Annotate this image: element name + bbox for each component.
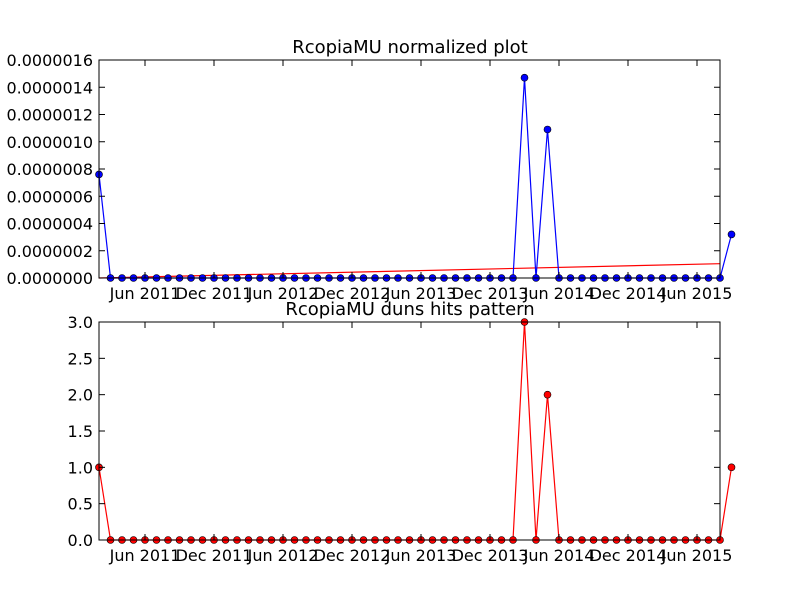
data-point bbox=[543, 390, 552, 399]
x-tick-label: Dec 2014 bbox=[590, 546, 667, 565]
y-tick-label: 2.5 bbox=[68, 349, 93, 368]
x-tick-label: Dec 2011 bbox=[176, 546, 253, 565]
y-tick-label: 0.0000012 bbox=[6, 106, 93, 125]
x-tick-label: Dec 2013 bbox=[452, 546, 529, 565]
y-tick-label: 0.0000010 bbox=[6, 133, 93, 152]
data-point bbox=[520, 73, 529, 82]
data-point bbox=[727, 463, 736, 472]
duns-hits-chart: RcopiaMU duns hits pattern 0.0 0.5 1.0 1.5 2… bbox=[68, 299, 736, 565]
chart-title: RcopiaMU duns hits pattern bbox=[285, 299, 534, 320]
y-tick-label: 0.0 bbox=[68, 531, 93, 550]
y-tick-label: 2.0 bbox=[68, 386, 93, 405]
x-tick-label: Jun 2011 bbox=[109, 284, 181, 303]
y-tick-label: 0.0000000 bbox=[6, 269, 93, 288]
y-tick-label: 0.0000008 bbox=[6, 160, 93, 179]
y-tick-label: 0.0000016 bbox=[6, 51, 93, 70]
y-tick-label: 0.5 bbox=[68, 495, 93, 514]
x-tick-label: Jun 2011 bbox=[109, 546, 181, 565]
y-tick-label: 0.0000002 bbox=[6, 242, 93, 261]
y-tick-label: 1.0 bbox=[68, 458, 93, 477]
x-tick-label: Dec 2012 bbox=[314, 284, 391, 303]
data-point bbox=[727, 230, 736, 239]
x-tick-label: Dec 2012 bbox=[314, 546, 391, 565]
data-point bbox=[543, 125, 552, 134]
y-tick-label: 0.0000006 bbox=[6, 187, 93, 206]
x-tick-label: Jun 2015 bbox=[661, 284, 733, 303]
y-tick-label: 0.0000004 bbox=[6, 215, 93, 234]
x-tick-label: Dec 2014 bbox=[590, 284, 667, 303]
x-tick-label: Jun 2014 bbox=[523, 546, 595, 565]
x-tick-label: Jun 2014 bbox=[523, 284, 595, 303]
y-tick-label: 1.5 bbox=[68, 422, 93, 441]
y-tick-label: 0.0000014 bbox=[6, 78, 93, 97]
chart-title: RcopiaMU normalized plot bbox=[292, 37, 528, 58]
x-tick-label: Jun 2015 bbox=[661, 546, 733, 565]
x-tick-label: Jun 2012 bbox=[247, 546, 319, 565]
x-tick-label: Dec 2013 bbox=[452, 284, 529, 303]
y-tick-label: 3.0 bbox=[68, 313, 93, 332]
x-tick-label: Jun 2013 bbox=[385, 284, 457, 303]
x-tick-label: Jun 2013 bbox=[385, 546, 457, 565]
x-tick-label: Jun 2012 bbox=[247, 284, 319, 303]
normalized-plot-chart: RcopiaMU normalized plot 0.0000000 0.0000… bbox=[6, 37, 736, 303]
x-tick-label: Dec 2011 bbox=[176, 284, 253, 303]
